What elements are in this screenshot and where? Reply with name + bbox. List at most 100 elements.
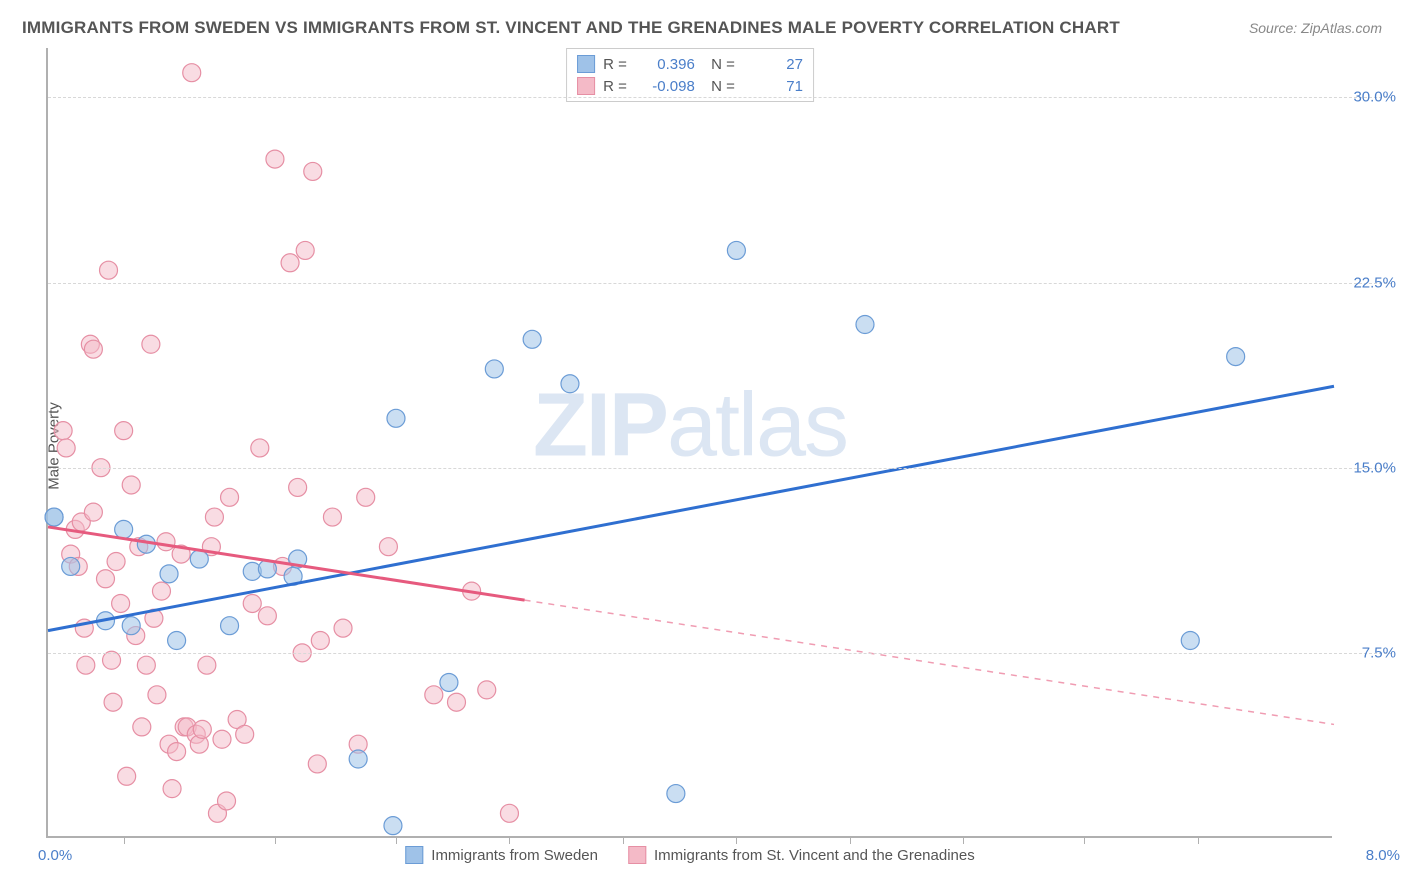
x-tick: [509, 836, 510, 844]
stat-r-1: -0.098: [635, 78, 695, 95]
scatter-point: [221, 488, 239, 506]
gridline: [48, 283, 1392, 284]
scatter-point: [281, 254, 299, 272]
legend-item: Immigrants from Sweden: [405, 846, 598, 864]
scatter-point: [104, 693, 122, 711]
scatter-point: [349, 750, 367, 768]
scatter-point: [221, 617, 239, 635]
scatter-point: [205, 508, 223, 526]
x-axis-min-label: 0.0%: [38, 847, 72, 864]
scatter-point: [323, 508, 341, 526]
legend-series: Immigrants from Sweden Immigrants from S…: [405, 846, 974, 864]
scatter-point: [357, 488, 375, 506]
gridline: [48, 468, 1392, 469]
x-tick: [1198, 836, 1199, 844]
scatter-point: [213, 730, 231, 748]
trend-line: [48, 386, 1334, 630]
gridline: [48, 653, 1392, 654]
scatter-point: [45, 508, 63, 526]
trend-line-extrapolated: [525, 600, 1334, 724]
scatter-point: [727, 241, 745, 259]
scatter-point: [118, 767, 136, 785]
scatter-point: [523, 330, 541, 348]
scatter-point: [236, 725, 254, 743]
y-tick-label: 7.5%: [1338, 644, 1396, 661]
scatter-point: [62, 557, 80, 575]
swatch-series-1: [628, 846, 646, 864]
scatter-point: [142, 335, 160, 353]
x-axis-max-label: 8.0%: [1366, 847, 1400, 864]
scatter-point: [148, 686, 166, 704]
scatter-point: [122, 476, 140, 494]
scatter-point: [478, 681, 496, 699]
scatter-point: [84, 340, 102, 358]
scatter-point: [500, 804, 518, 822]
swatch-series-0: [577, 55, 595, 73]
stat-label-r: R =: [603, 78, 627, 95]
scatter-point: [77, 656, 95, 674]
scatter-point: [296, 241, 314, 259]
scatter-point: [485, 360, 503, 378]
scatter-point: [112, 594, 130, 612]
scatter-point: [198, 656, 216, 674]
stat-n-0: 27: [743, 56, 803, 73]
x-tick: [1084, 836, 1085, 844]
correlation-chart: IMMIGRANTS FROM SWEDEN VS IMMIGRANTS FRO…: [0, 0, 1406, 892]
scatter-point: [384, 817, 402, 835]
scatter-point: [107, 553, 125, 571]
scatter-point: [1181, 632, 1199, 650]
scatter-point: [115, 422, 133, 440]
scatter-point: [57, 439, 75, 457]
stat-label-n: N =: [703, 56, 735, 73]
scatter-point: [334, 619, 352, 637]
scatter-point: [440, 673, 458, 691]
scatter-point: [447, 693, 465, 711]
y-tick-label: 22.5%: [1338, 274, 1396, 291]
scatter-point: [251, 439, 269, 457]
x-tick: [736, 836, 737, 844]
scatter-point: [561, 375, 579, 393]
scatter-point: [387, 409, 405, 427]
scatter-point: [100, 261, 118, 279]
scatter-point: [425, 686, 443, 704]
scatter-point: [308, 755, 326, 773]
scatter-point: [168, 632, 186, 650]
legend-stats: R = 0.396 N = 27 R = -0.098 N = 71: [566, 48, 814, 102]
scatter-point: [133, 718, 151, 736]
legend-stats-row: R = -0.098 N = 71: [577, 75, 803, 97]
swatch-series-0: [405, 846, 423, 864]
legend-stats-row: R = 0.396 N = 27: [577, 53, 803, 75]
chart-title: IMMIGRANTS FROM SWEDEN VS IMMIGRANTS FRO…: [22, 18, 1120, 38]
scatter-point: [160, 565, 178, 583]
scatter-point: [190, 550, 208, 568]
gridline: [48, 97, 1392, 98]
scatter-point: [152, 582, 170, 600]
legend-label-1: Immigrants from St. Vincent and the Gren…: [654, 847, 975, 864]
scatter-point: [96, 570, 114, 588]
scatter-point: [1227, 348, 1245, 366]
stat-label-r: R =: [603, 56, 627, 73]
x-tick: [623, 836, 624, 844]
scatter-point: [115, 520, 133, 538]
scatter-point: [157, 533, 175, 551]
x-tick: [396, 836, 397, 844]
scatter-point: [304, 162, 322, 180]
x-tick: [963, 836, 964, 844]
legend-label-0: Immigrants from Sweden: [431, 847, 598, 864]
scatter-point: [266, 150, 284, 168]
swatch-series-1: [577, 77, 595, 95]
scatter-point: [218, 792, 236, 810]
stat-n-1: 71: [743, 78, 803, 95]
scatter-point: [84, 503, 102, 521]
scatter-point: [137, 656, 155, 674]
scatter-point: [193, 720, 211, 738]
y-tick-label: 15.0%: [1338, 459, 1396, 476]
scatter-point: [122, 617, 140, 635]
x-tick: [275, 836, 276, 844]
scatter-point: [183, 64, 201, 82]
chart-source: Source: ZipAtlas.com: [1249, 20, 1382, 36]
plot-svg: [48, 48, 1332, 836]
y-tick-label: 30.0%: [1338, 89, 1396, 106]
scatter-point: [243, 594, 261, 612]
plot-area: ZIPatlas R = 0.396 N = 27 R = -0.098 N =…: [46, 48, 1332, 838]
